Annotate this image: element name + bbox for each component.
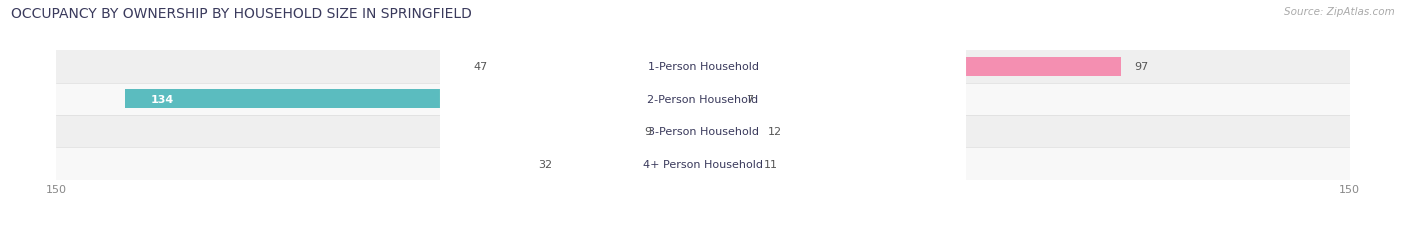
Bar	[501, 58, 703, 76]
FancyBboxPatch shape	[440, 27, 966, 231]
Bar	[56, 51, 1350, 83]
Bar	[56, 116, 1350, 148]
Bar	[56, 83, 1350, 116]
Text: Source: ZipAtlas.com: Source: ZipAtlas.com	[1284, 7, 1395, 17]
Bar	[56, 148, 1350, 180]
Text: 9: 9	[644, 127, 651, 137]
Text: 1-Person Household: 1-Person Household	[648, 62, 758, 72]
Text: 47: 47	[474, 62, 488, 72]
Text: 4+ Person Household: 4+ Person Household	[643, 159, 763, 169]
Text: 134: 134	[150, 94, 174, 104]
Bar	[703, 58, 1121, 76]
Text: 11: 11	[763, 159, 778, 169]
Bar	[703, 90, 733, 109]
Text: 3-Person Household: 3-Person Household	[648, 127, 758, 137]
Text: 32: 32	[538, 159, 553, 169]
FancyBboxPatch shape	[440, 0, 966, 204]
Text: 12: 12	[768, 127, 782, 137]
Bar	[125, 90, 703, 109]
Text: 7: 7	[747, 94, 754, 104]
FancyBboxPatch shape	[440, 59, 966, 231]
FancyBboxPatch shape	[440, 0, 966, 172]
Text: 97: 97	[1135, 62, 1149, 72]
Bar	[703, 122, 755, 141]
Text: 2-Person Household: 2-Person Household	[647, 94, 759, 104]
Bar	[703, 155, 751, 173]
Bar	[565, 155, 703, 173]
Bar	[664, 122, 703, 141]
Text: OCCUPANCY BY OWNERSHIP BY HOUSEHOLD SIZE IN SPRINGFIELD: OCCUPANCY BY OWNERSHIP BY HOUSEHOLD SIZE…	[11, 7, 472, 21]
